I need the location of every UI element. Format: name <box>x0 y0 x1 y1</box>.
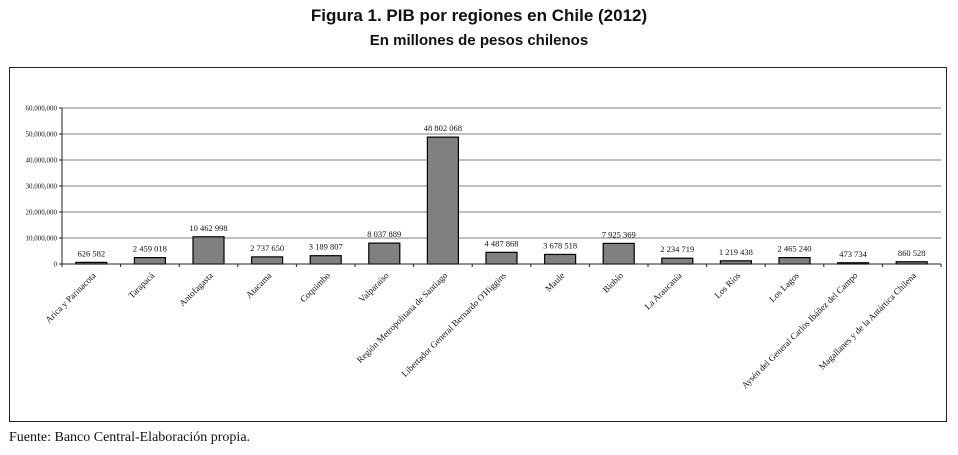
data-label: 4 487 868 <box>485 238 519 248</box>
y-axis-ticks: 0 10,000,000 20,000,000 30,000,000 40,000,00… <box>26 105 62 269</box>
y-tick-label: 40,000,000 <box>26 157 58 165</box>
bar <box>661 257 694 265</box>
data-label: 2 234 719 <box>660 244 694 254</box>
bar <box>602 242 635 265</box>
category-label: Aysén del General Carlos Ibáñez del Camp… <box>740 270 860 390</box>
bar <box>309 255 342 265</box>
data-label: 8 037 889 <box>367 229 401 239</box>
y-tick-label: 20,000,000 <box>26 209 58 217</box>
data-label: 7 925 369 <box>602 229 636 239</box>
axes <box>61 108 942 267</box>
data-label: 48 802 068 <box>424 123 462 133</box>
chart-frame <box>9 67 947 422</box>
bar <box>426 136 459 265</box>
category-labels: Arica y Parinacota Tarapacá Antofagasta Ata… <box>43 270 918 390</box>
category-label: Atacama <box>244 270 274 300</box>
category-label: Valparaíso <box>357 270 391 304</box>
bar <box>368 242 401 265</box>
category-label: Los Lagos <box>767 270 801 304</box>
category-label: Tarapacá <box>126 270 156 300</box>
category-label: Coquimbo <box>298 270 332 304</box>
category-label: Maule <box>543 270 566 293</box>
data-label: 860 528 <box>898 248 926 258</box>
data-labels: 626 582 2 459 018 10 462 998 2 737 650 3 189… <box>77 123 925 259</box>
bars <box>75 136 928 265</box>
data-label: 10 462 998 <box>189 223 227 233</box>
y-tick-label: 50,000,000 <box>26 131 58 139</box>
bar <box>192 236 225 265</box>
gridlines <box>62 107 941 239</box>
y-tick-label: 30,000,000 <box>26 183 58 191</box>
bar <box>543 253 577 265</box>
bar <box>251 256 284 265</box>
category-label: Biobío <box>601 270 626 295</box>
category-label: Libertador General Bernardo O'Higgins <box>399 270 508 379</box>
category-label: Los Ríos <box>712 270 742 300</box>
data-label: 2 459 018 <box>133 244 167 254</box>
category-label: La Araucanía <box>643 270 684 311</box>
data-label: 1 219 438 <box>719 247 753 257</box>
data-label: 473 734 <box>839 249 867 259</box>
figure-subtitle: En millones de pesos chilenos <box>369 32 589 49</box>
figure-title: Figura 1. PIB por regiones en Chile (201… <box>310 6 648 25</box>
source-note: Fuente: Banco Central-Elaboración propia… <box>9 430 251 445</box>
y-tick-label: 10,000,000 <box>26 235 58 243</box>
category-label: Arica y Parinacota <box>43 270 97 324</box>
y-tick-label: 60,000,000 <box>26 105 58 113</box>
y-tick-label: 0 <box>54 261 58 269</box>
data-label: 2 465 240 <box>778 244 812 254</box>
bar <box>778 256 811 265</box>
bar <box>485 251 518 265</box>
category-label: Magallanes y de la Antártica Chilena <box>817 270 918 371</box>
data-label: 2 737 650 <box>250 243 284 253</box>
data-label: 626 582 <box>77 248 105 258</box>
bar <box>133 257 166 265</box>
category-label: Antofagasta <box>177 270 215 308</box>
data-label: 3 678 518 <box>543 240 577 250</box>
data-label: 3 189 807 <box>309 242 343 252</box>
